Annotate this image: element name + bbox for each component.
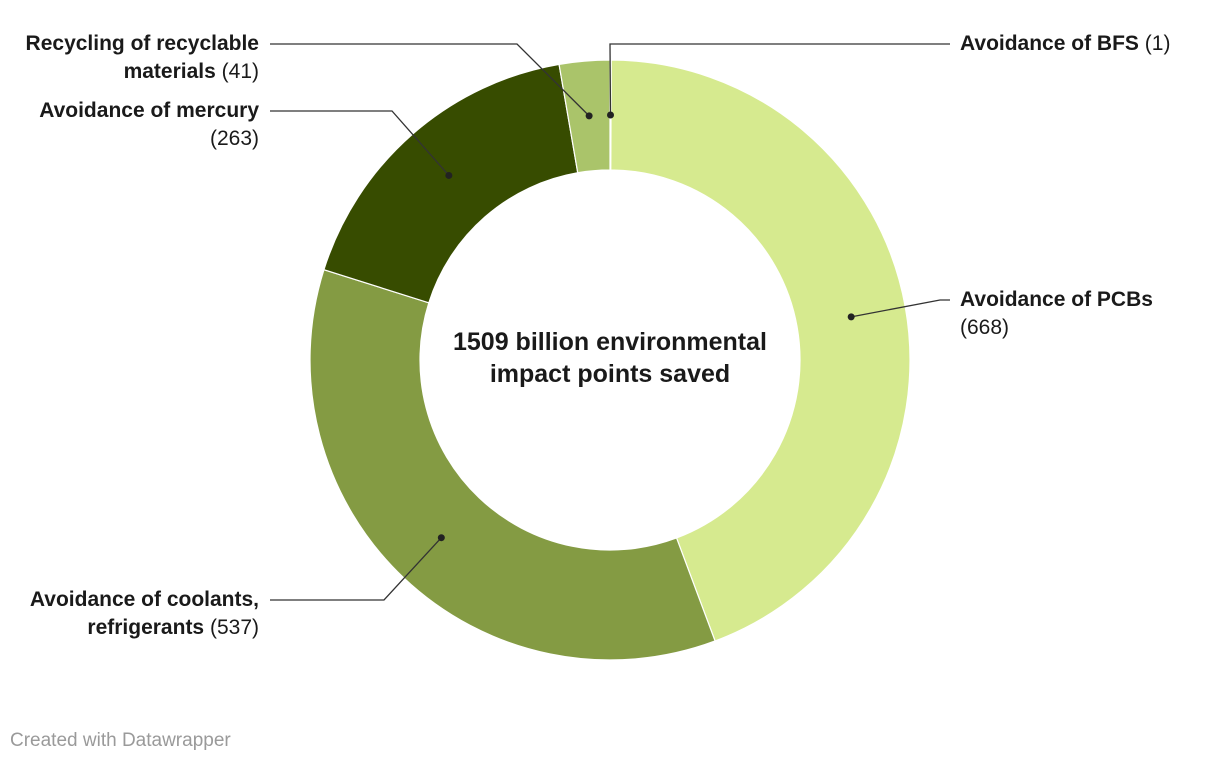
donut-slice-recycling-of-recyclable-materials	[558, 59, 611, 174]
label-coolants-line1: Avoidance of coolants,	[29, 588, 259, 611]
leader-dot-recycling	[585, 112, 593, 120]
label-mercury: Avoidance of mercury (263)	[39, 97, 259, 153]
label-pcbs-value: (668)	[960, 316, 1010, 339]
leader-line-bfs	[609, 43, 950, 116]
donut-slice-avoidance-of-mercury	[323, 63, 579, 304]
datawrapper-credit: Created with Datawrapper	[10, 730, 231, 751]
leader-dot-coolants	[437, 534, 445, 542]
label-bfs: Avoidance of BFS (1)	[960, 30, 1170, 58]
label-recycling: Recycling of recyclable materials (41)	[26, 30, 259, 86]
label-pcbs-name: Avoidance of PCBs	[960, 288, 1153, 311]
leader-line-pcbs	[851, 299, 950, 318]
leader-dot-pcbs	[847, 313, 855, 321]
label-recycling-value: (41)	[221, 60, 259, 83]
label-coolants-name: refrigerants	[87, 616, 205, 639]
label-pcbs: Avoidance of PCBs (668)	[960, 286, 1153, 342]
leader-line-mercury	[270, 110, 450, 176]
label-bfs-value: (1)	[1144, 32, 1171, 55]
donut-slice-avoidance-of-pcbs	[610, 59, 911, 642]
label-recycling-line1: Recycling of recyclable	[25, 32, 259, 55]
label-bfs-name: Avoidance of BFS	[960, 32, 1139, 55]
label-mercury-value: (263)	[209, 127, 259, 150]
label-mercury-name: Avoidance of mercury	[39, 99, 259, 122]
chart-center-title: 1509 billion environmental impact points…	[453, 328, 767, 388]
leader-dot-bfs	[607, 111, 615, 119]
leader-line-recycling	[270, 43, 590, 117]
leader-line-coolants	[270, 537, 442, 601]
leader-dot-mercury	[445, 171, 453, 179]
label-coolants: Avoidance of coolants, refrigerants (537…	[30, 586, 259, 642]
label-coolants-value: (537)	[209, 616, 259, 639]
donut-slice-avoidance-of-coolants-refrigerants	[309, 268, 716, 661]
label-recycling-name: materials	[123, 60, 216, 83]
